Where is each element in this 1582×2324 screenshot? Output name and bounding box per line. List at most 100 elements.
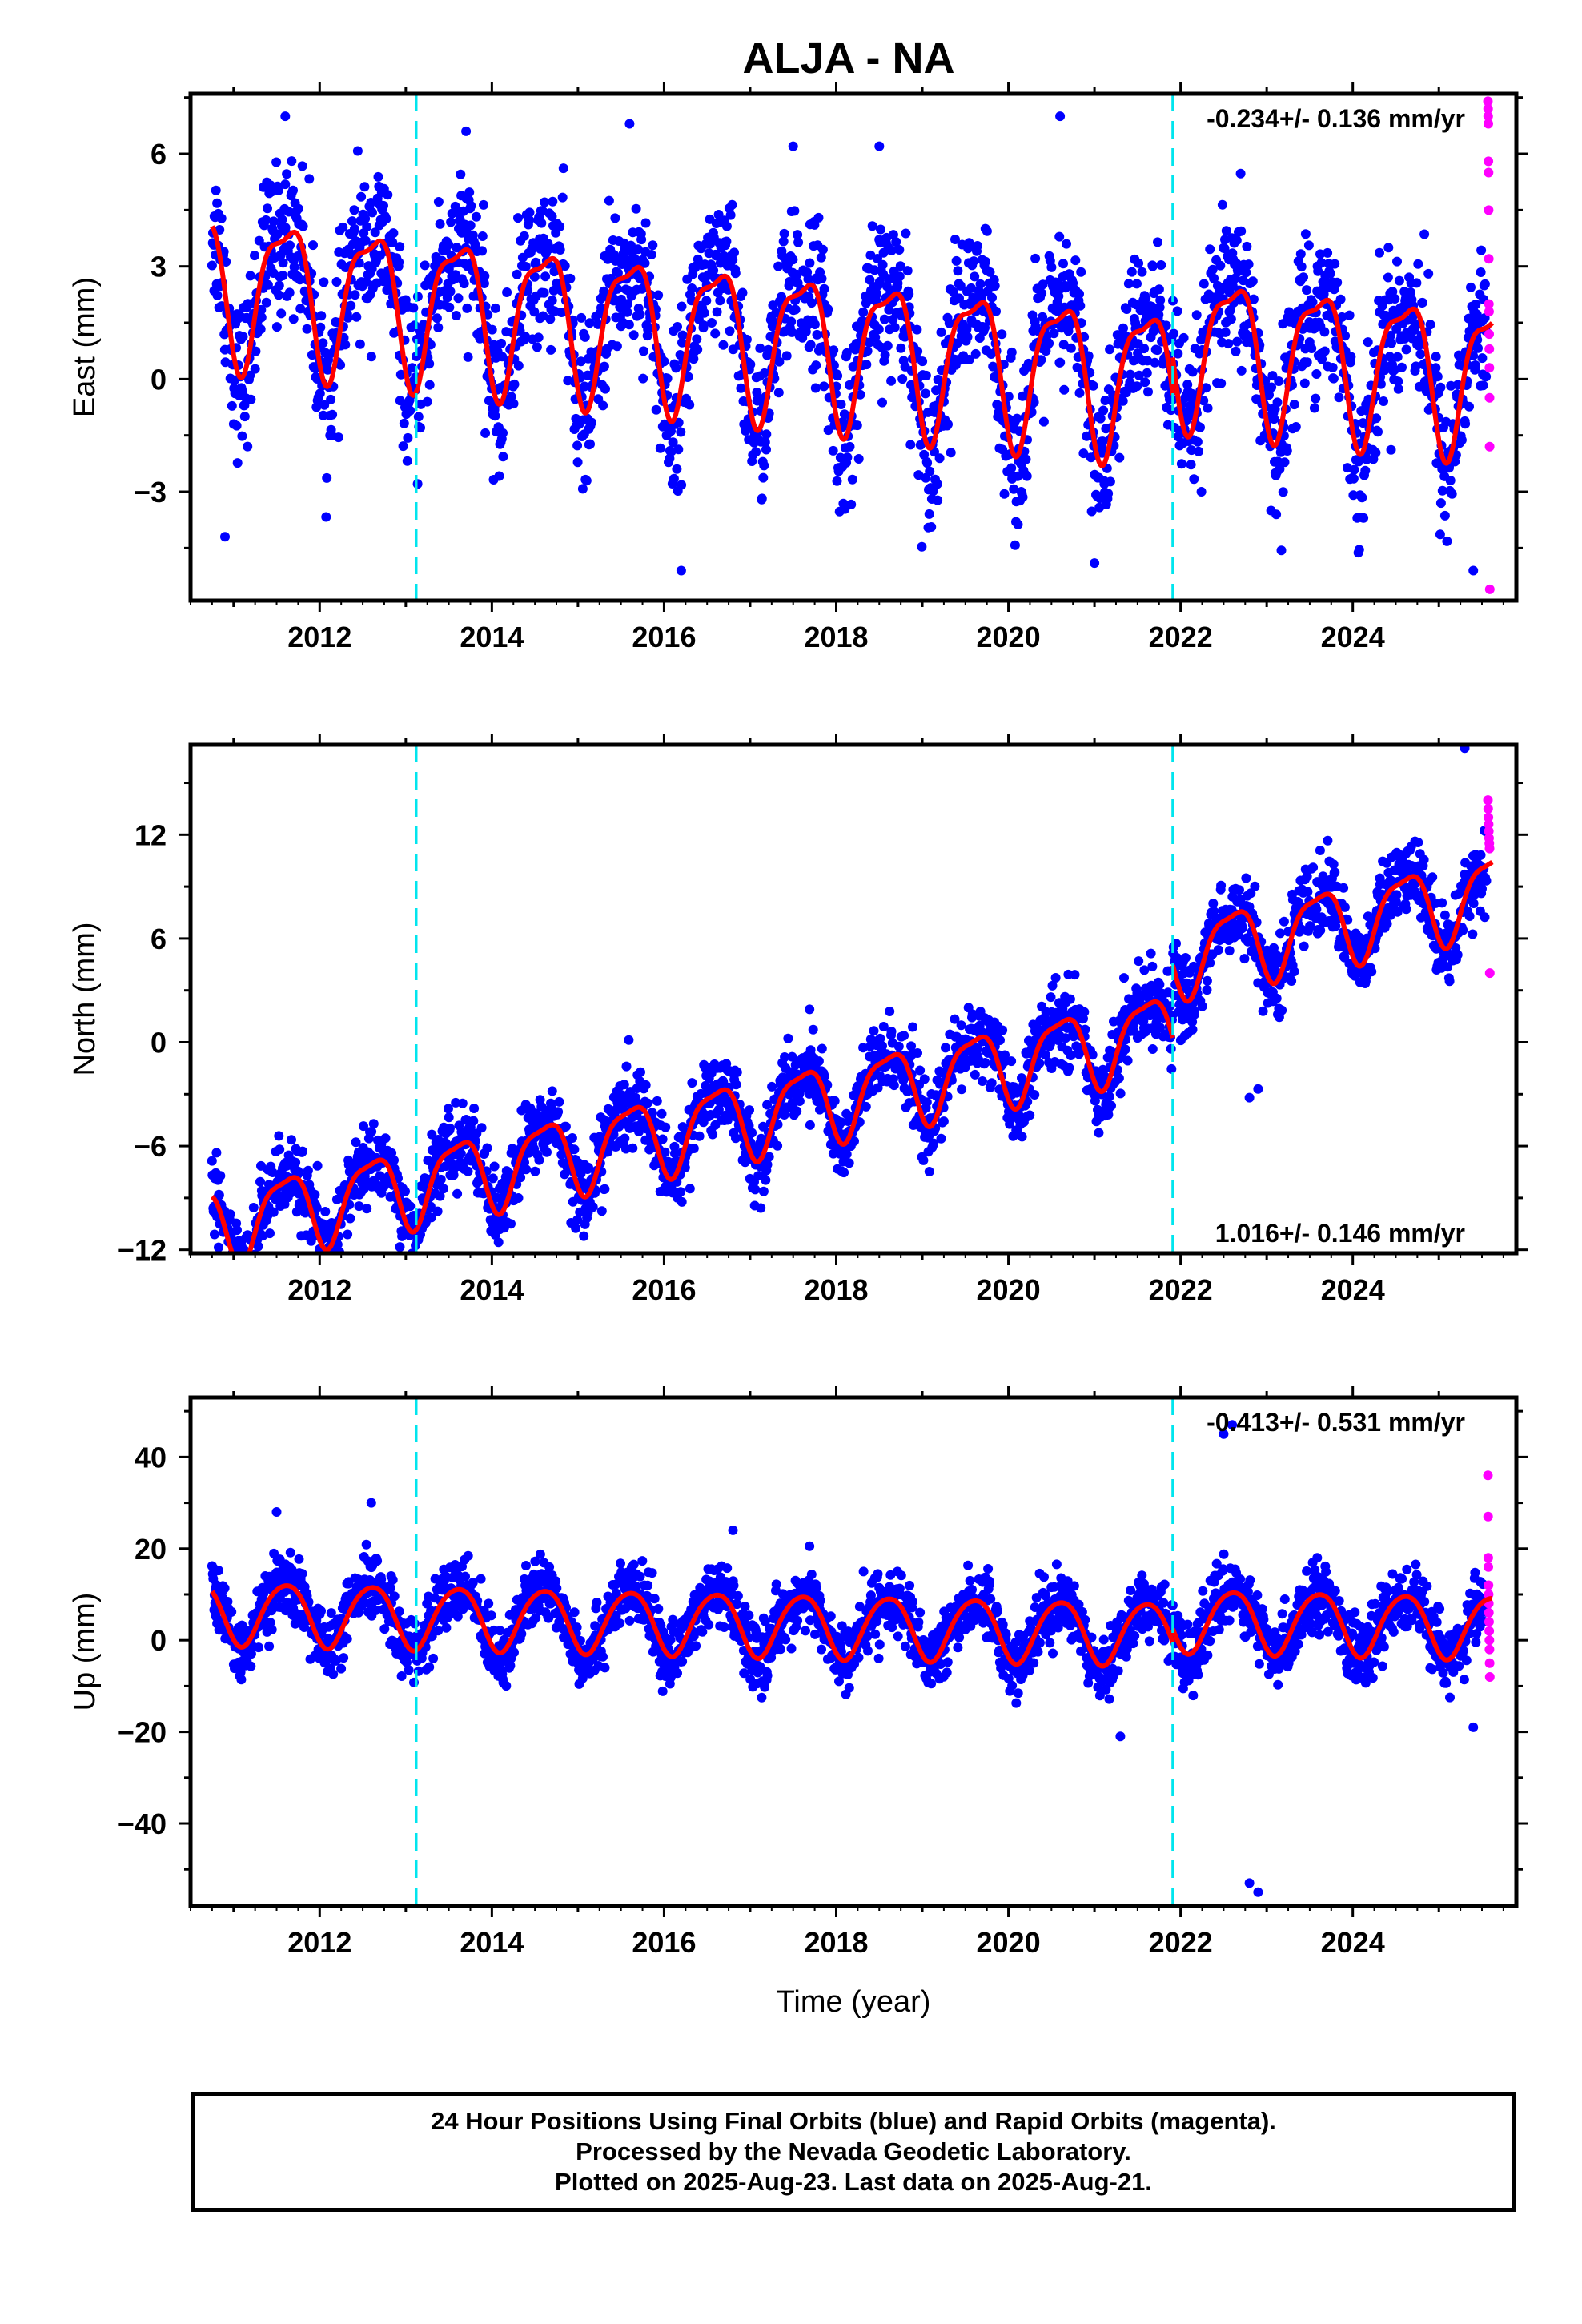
east-final-orbit-point xyxy=(1309,403,1319,413)
east-final-orbit-outlier xyxy=(788,141,798,151)
east-final-orbit-point xyxy=(250,251,259,261)
east-final-orbit-point xyxy=(790,304,801,315)
east-final-orbit-point xyxy=(1132,381,1142,392)
east-final-orbit-point xyxy=(1348,490,1359,501)
east-final-orbit-point xyxy=(841,348,852,358)
east-final-orbit-point xyxy=(1122,304,1132,314)
east-final-orbit-point xyxy=(1182,380,1193,390)
east-final-orbit-point xyxy=(558,163,568,174)
north-final-orbit-point xyxy=(1025,1110,1035,1120)
east-final-orbit-point xyxy=(1313,266,1323,276)
east-final-orbit-point xyxy=(676,427,686,437)
east-final-orbit-point xyxy=(847,474,857,485)
east-final-orbit-point xyxy=(512,269,522,279)
east-final-orbit-point xyxy=(877,259,888,270)
east-final-orbit-point xyxy=(250,364,260,374)
north-final-orbit-point xyxy=(240,1262,250,1272)
east-final-orbit-point xyxy=(271,322,282,332)
north-panel: 2012 2014 2016 2018 2020 2022 2024−12−60612Nor… xyxy=(68,734,1528,1309)
east-final-orbit-point xyxy=(640,218,651,228)
east-final-orbit-point xyxy=(809,320,820,329)
north-final-orbit-point xyxy=(244,1275,254,1285)
east-final-orbit-point xyxy=(897,374,908,384)
north-final-orbit-point xyxy=(1094,1128,1104,1138)
east-final-orbit-point xyxy=(1423,268,1434,279)
east-final-orbit-point xyxy=(862,346,873,356)
north-final-orbit-point xyxy=(223,1257,232,1267)
east-final-orbit-point xyxy=(1044,338,1054,348)
east-final-orbit-point xyxy=(1299,272,1308,283)
east-final-orbit-point xyxy=(271,157,282,167)
north-final-orbit-point xyxy=(1070,970,1080,980)
east-final-orbit-point xyxy=(327,409,338,420)
north-final-orbit-point xyxy=(513,1193,524,1203)
north-final-orbit-point xyxy=(246,1261,255,1270)
east-final-orbit-point xyxy=(912,324,922,335)
east-final-orbit-point xyxy=(361,277,371,287)
east-final-orbit-point xyxy=(886,245,897,255)
east-final-orbit-point xyxy=(1070,255,1081,266)
east-final-orbit-point xyxy=(278,271,288,281)
east-final-orbit-point xyxy=(480,428,491,438)
north-final-orbit-point xyxy=(1277,1005,1287,1015)
east-rapid-orbit-point xyxy=(1483,111,1493,122)
east-rapid-orbit-point xyxy=(1484,167,1494,178)
north-final-orbit-point xyxy=(444,1104,453,1114)
east-final-orbit-point xyxy=(360,235,371,246)
east-final-orbit-point xyxy=(891,237,901,247)
east-final-orbit-point xyxy=(407,363,417,373)
north-final-orbit-point xyxy=(756,1203,766,1213)
east-final-orbit-point xyxy=(1477,353,1488,364)
east-final-orbit-point xyxy=(1248,294,1259,304)
east-final-orbit-point xyxy=(432,313,442,324)
east-final-orbit-point xyxy=(273,186,283,195)
north-final-orbit-point xyxy=(908,1022,917,1032)
east-final-orbit-point xyxy=(1147,261,1158,271)
east-final-orbit-point xyxy=(855,389,865,400)
north-final-orbit-point xyxy=(232,1225,242,1236)
east-final-orbit-point xyxy=(687,283,697,293)
east-final-orbit-point xyxy=(1267,371,1278,381)
north-final-orbit-points xyxy=(207,745,1492,1309)
north-final-orbit-point xyxy=(1106,1100,1116,1111)
north-final-orbit-point xyxy=(239,1279,248,1289)
east-final-orbit-point xyxy=(1220,327,1231,337)
east-final-orbit-point xyxy=(1003,392,1014,402)
east-final-orbit-point xyxy=(975,279,986,289)
north-final-orbit-point xyxy=(792,1106,802,1116)
east-final-orbit-point xyxy=(520,262,531,271)
north-final-orbit-point xyxy=(747,1128,757,1138)
east-final-orbit-point xyxy=(707,318,717,328)
north-final-orbit-point xyxy=(230,1265,239,1275)
north-final-orbit-point xyxy=(869,1026,879,1036)
north-final-orbit-point xyxy=(432,1206,443,1216)
east-final-orbit-point xyxy=(1346,352,1356,362)
east-rapid-orbit-point xyxy=(1483,96,1493,107)
east-final-orbit-point xyxy=(1058,259,1068,269)
north-final-orbit-point xyxy=(579,1231,589,1241)
east-final-orbit-point xyxy=(718,340,729,350)
east-final-orbit-point xyxy=(1447,489,1457,499)
east-x-tick-label: 2012 xyxy=(287,621,351,653)
east-final-orbit-point xyxy=(1405,287,1415,297)
east-final-orbit-point xyxy=(668,437,678,448)
east-final-orbit-point xyxy=(710,328,721,339)
east-final-orbit-point xyxy=(1315,249,1325,259)
east-final-orbit-point xyxy=(1226,314,1236,324)
east-final-orbit-point xyxy=(1476,245,1487,255)
east-final-orbit-point xyxy=(243,441,253,452)
east-final-orbit-point xyxy=(962,332,973,342)
east-final-orbit-point xyxy=(1295,249,1306,259)
east-final-orbit-point xyxy=(810,383,821,393)
east-final-orbit-point xyxy=(896,343,906,353)
east-final-orbit-point xyxy=(689,354,699,364)
north-final-orbit-point xyxy=(231,1299,240,1309)
north-final-orbit-point xyxy=(918,1155,929,1165)
north-final-orbit-point xyxy=(1187,1024,1198,1035)
east-final-orbit-point xyxy=(709,265,719,275)
east-final-orbit-point xyxy=(1323,247,1333,258)
east-final-orbit-point xyxy=(584,318,595,328)
east-final-orbit-point xyxy=(1302,285,1312,296)
east-final-orbit-point xyxy=(1247,276,1258,287)
north-final-orbit-point xyxy=(227,1293,236,1302)
